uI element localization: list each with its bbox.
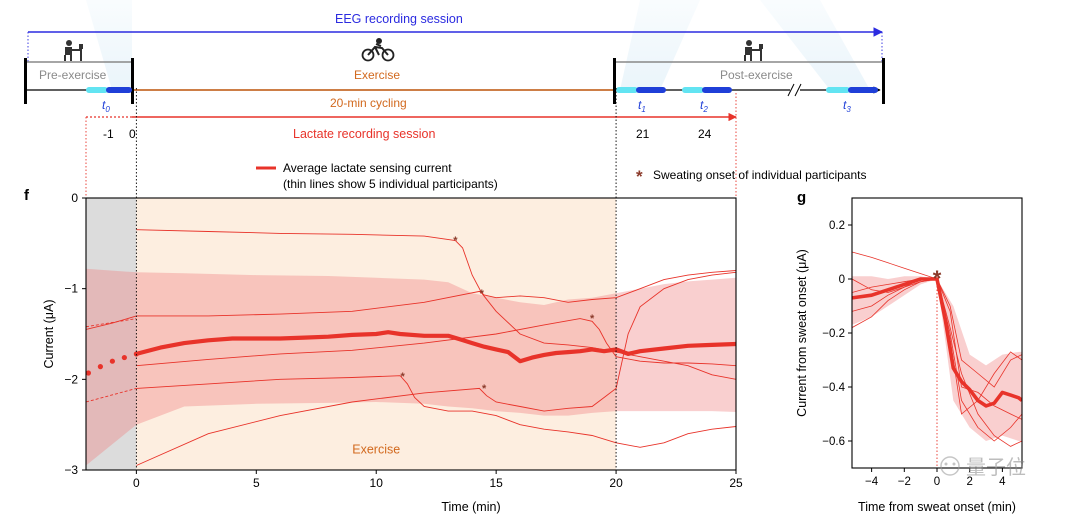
participant-line-1	[136, 229, 736, 380]
light-beam	[620, 0, 700, 90]
phase-label-pre: Pre-exercise	[39, 68, 107, 82]
plot-area: * * * * *	[86, 198, 736, 470]
light-beam	[760, 0, 870, 90]
t-label-t3: t3	[843, 98, 851, 114]
y-tick-label: 0	[839, 274, 845, 286]
y-tick-label: −2	[64, 372, 78, 386]
t-label-t2: t2	[700, 98, 708, 114]
eeg-window-t2	[682, 87, 732, 93]
axis-break-mark	[794, 83, 802, 97]
phase-divider	[613, 58, 616, 104]
light-beam	[86, 0, 132, 90]
y-tick-label: −0.6	[822, 436, 845, 448]
plot-area	[852, 251, 1022, 468]
x-tick-label: 2	[966, 476, 972, 488]
time-mark: 0	[129, 127, 136, 141]
desk-person-icon	[744, 40, 763, 61]
average-line	[135, 330, 736, 364]
legend-onset-label: Sweating onset of individual participant…	[653, 168, 866, 182]
eeg-window-t1	[616, 87, 666, 93]
sweat-onset-marker: *	[400, 371, 405, 383]
y-tick-label: −1	[64, 282, 78, 296]
sweat-onset-marker: *	[480, 288, 485, 300]
average-pre-point	[109, 358, 115, 364]
participant-line-5	[136, 318, 736, 367]
eeg-window-t0	[86, 87, 132, 93]
sweat-onset-marker: *	[590, 313, 595, 325]
participant-line-5	[852, 278, 1022, 420]
exercise-region-label: Exercise	[352, 443, 400, 457]
x-tick-label: −4	[865, 476, 879, 488]
participant-pre-dashed	[86, 387, 137, 403]
y-axis-label: Current (μA)	[42, 299, 56, 368]
panel-label-f: f	[24, 187, 30, 204]
phase-label-exercise: Exercise	[354, 68, 400, 82]
x-tick-label: 15	[489, 476, 503, 490]
desk-person-icon	[64, 40, 83, 61]
legend: Average lactate sensing current (thin li…	[256, 161, 866, 191]
watermark-text: 量子位	[966, 456, 1026, 479]
phase-divider	[882, 58, 885, 104]
legend-average-sublabel: (thin lines show 5 individual participan…	[283, 177, 498, 191]
watermark: 量子位	[940, 456, 1026, 479]
x-tick-label: 10	[370, 476, 384, 490]
y-axis-label: Current from sweat onset (μA)	[795, 249, 809, 417]
participant-line-3	[136, 271, 736, 466]
average-line	[852, 277, 1022, 408]
x-axis-label: Time from sweat onset (min)	[858, 500, 1016, 514]
x-tick-label: 4	[999, 476, 1006, 488]
average-pre-point	[86, 370, 91, 376]
participant-line-2	[852, 278, 1022, 388]
y-tick-label: −0.4	[822, 382, 845, 394]
t-label-t1: t1	[638, 98, 646, 114]
x-tick-label: 25	[729, 476, 743, 490]
plot-frame	[85, 197, 737, 471]
axis-break-mark	[787, 83, 795, 97]
phase-divider	[131, 58, 134, 104]
eeg-session-label: EEG recording session	[335, 12, 463, 26]
phase-divider	[24, 58, 27, 104]
x-tick-label: 5	[253, 476, 260, 490]
x-tick-label: 0	[133, 476, 140, 490]
participant-line-2	[86, 270, 736, 330]
participant-pre-dashed	[86, 318, 137, 328]
average-pre-point	[97, 364, 103, 370]
x-axis-label: Time (min)	[441, 500, 500, 514]
timeline-diagram: EEG recording session Pre-ex	[24, 0, 885, 198]
x-tick-label: −2	[898, 476, 911, 488]
panel-g-chart: * −4 −2 0 2 4 0.2 0 −0.2 −0.4 −0.6 Time from sweat …	[795, 197, 1023, 514]
cyclist-icon	[361, 38, 395, 62]
y-tick-label: 0.2	[829, 220, 845, 232]
legend-onset-symbol: *	[636, 167, 643, 186]
participant-line-4	[136, 375, 736, 448]
y-tick-label: −0.2	[822, 328, 845, 340]
panel-f-chart: * * * * * Exercise 0 5 10 15 20 25 0 −1 −2 −3 Time (min)…	[42, 88, 743, 514]
y-tick-label: 0	[71, 191, 78, 205]
time-mark: 24	[698, 127, 712, 141]
lactate-session-label: Lactate recording session	[293, 127, 435, 141]
time-mark: -1	[103, 127, 114, 141]
t-label-t0: t0	[102, 98, 110, 114]
x-tick-label: 20	[609, 476, 623, 490]
y-tick-label: −3	[64, 463, 78, 477]
time-mark: 21	[636, 127, 650, 141]
panel-label-g: g	[797, 189, 806, 206]
cycling-label: 20-min cycling	[330, 96, 407, 110]
sweat-onset-marker: *	[482, 383, 487, 395]
baseline-shade	[86, 198, 137, 470]
legend-average-label: Average lactate sensing current	[283, 161, 452, 175]
average-pre-point	[121, 354, 127, 361]
eeg-window-t3	[826, 87, 878, 93]
sweat-onset-marker: *	[933, 266, 942, 291]
x-tick-label: 0	[934, 476, 940, 488]
average-band	[86, 268, 736, 466]
sweat-onset-marker: *	[453, 235, 458, 247]
phase-label-post: Post-exercise	[720, 68, 793, 82]
